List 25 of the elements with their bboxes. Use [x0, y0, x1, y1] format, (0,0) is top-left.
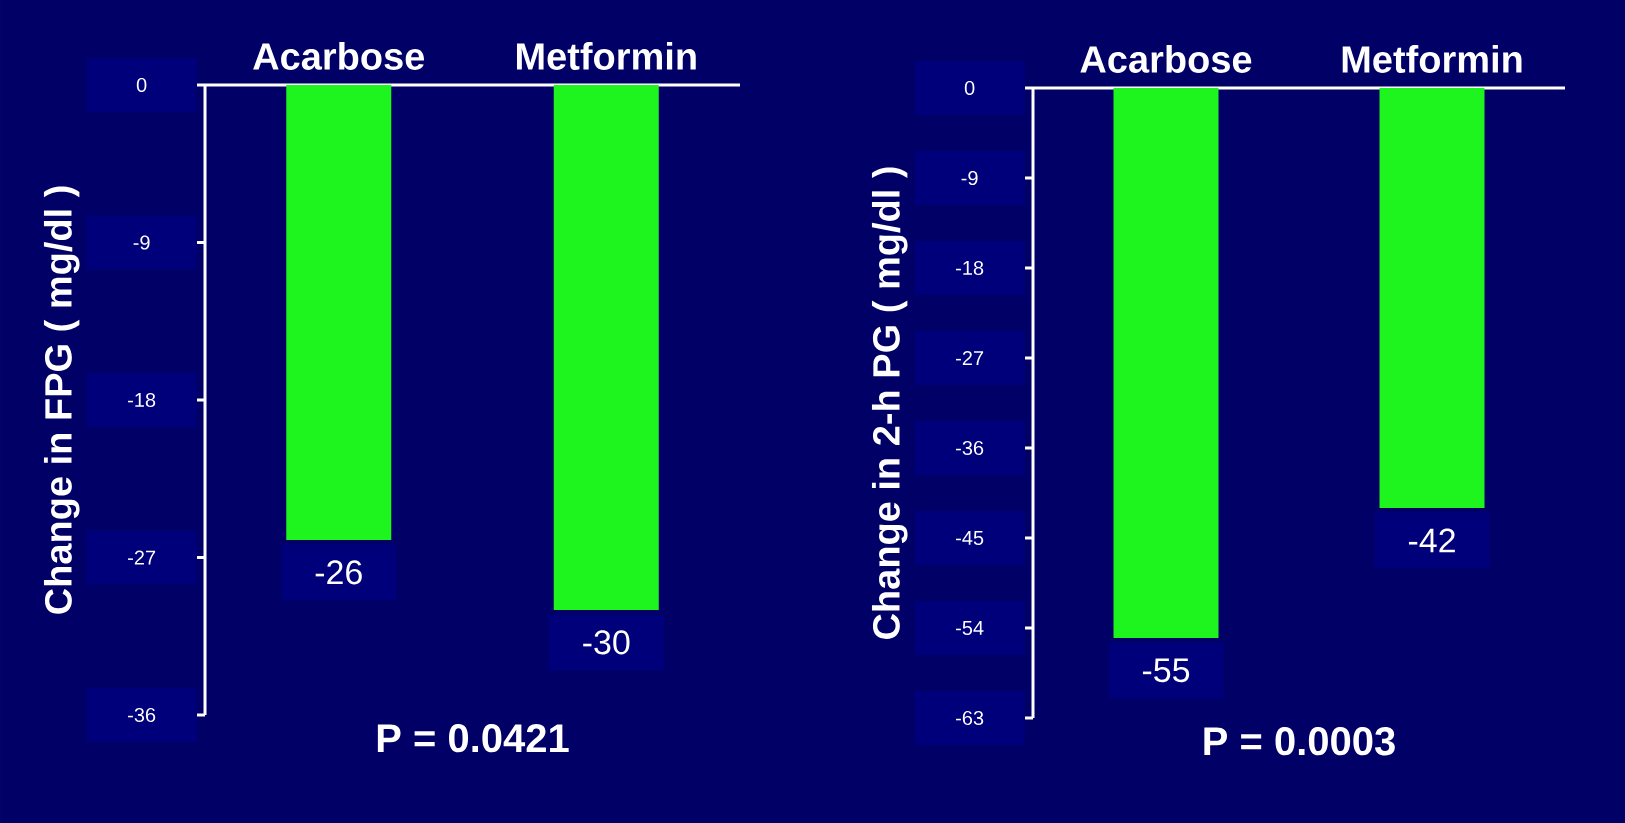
x-tick-label: Acarbose [253, 42, 425, 70]
y-tick-label: 0 [136, 77, 147, 93]
y-tick-label: -45 [956, 531, 984, 545]
data-label: -42 [1408, 528, 1455, 553]
y-tick-label: -9 [961, 170, 978, 186]
data-label: -26 [315, 560, 362, 585]
y-tick-label: -36 [956, 440, 984, 456]
x-tick-label: Metformin [1342, 45, 1522, 73]
y-tick-label: 0 [964, 80, 975, 96]
y-tick-label: -54 [956, 621, 984, 635]
y-tick-label: -9 [133, 235, 150, 250]
y-axis-title: Change in FPG ( mg/dl ) [43, 186, 80, 614]
y-tick-label: -18 [128, 392, 156, 408]
data-label: -30 [583, 630, 630, 655]
x-tick-label: Acarbose [1080, 45, 1252, 73]
text: P = 0.0421 [377, 724, 569, 753]
y-tick-label: -27 [956, 351, 984, 365]
x-tick-label: Metformin [516, 42, 696, 70]
y-tick-label: -63 [956, 710, 984, 726]
y-tick-label: -18 [956, 260, 984, 276]
data-label: -55 [1142, 658, 1190, 683]
y-tick-label: -36 [128, 707, 156, 723]
y-tick-label: -27 [128, 550, 156, 565]
text: P = 0.0003 [1204, 727, 1395, 756]
y-axis-title: Change in 2-h PG ( mg/dl ) [871, 167, 908, 639]
